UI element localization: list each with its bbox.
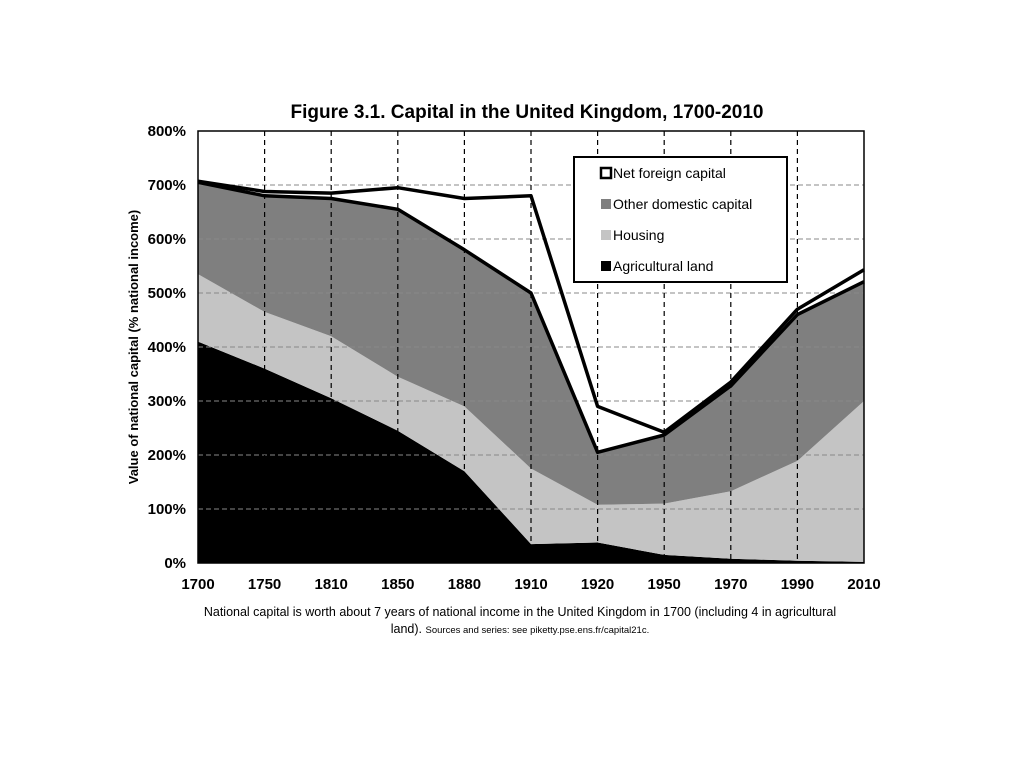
y-axis-ticks: 0% 100% 200% 300% 400% 500% 600% 700% 800% xyxy=(148,123,186,572)
y-tick-label: 200% xyxy=(148,447,186,464)
x-tick-label: 1850 xyxy=(381,576,414,593)
y-tick-label: 500% xyxy=(148,285,186,302)
legend-swatch xyxy=(601,199,611,209)
y-tick-label: 0% xyxy=(164,555,186,572)
legend: Net foreign capital Other domestic capita… xyxy=(573,156,788,283)
x-tick-label: 1810 xyxy=(315,576,348,593)
legend-swatch xyxy=(601,261,611,271)
x-tick-label: 1750 xyxy=(248,576,281,593)
plot-frame xyxy=(197,130,865,564)
x-tick-label: 1880 xyxy=(448,576,481,593)
y-tick-label: 700% xyxy=(148,177,186,194)
series-outlines xyxy=(197,179,865,455)
x-tick-label: 1920 xyxy=(581,576,614,593)
legend-swatch xyxy=(601,230,611,240)
caption-main: National capital is worth about 7 years … xyxy=(203,605,837,636)
line-other-domestic-capital xyxy=(197,180,865,455)
legend-label: Housing xyxy=(613,227,664,243)
y-tick-label: 800% xyxy=(148,123,186,140)
legend-label: Agricultural land xyxy=(613,258,713,274)
area-other-domestic-capital xyxy=(198,182,864,505)
x-tick-label: 2010 xyxy=(847,576,880,593)
legend-label: Other domestic capital xyxy=(613,196,752,212)
x-tick-label: 1990 xyxy=(781,576,814,593)
caption-source: Sources and series: see piketty.pse.ens.… xyxy=(425,625,650,636)
y-tick-label: 400% xyxy=(148,339,186,356)
chart-title: Figure 3.1. Capital in the United Kingdo… xyxy=(291,102,764,123)
x-tick-label: 1700 xyxy=(181,576,214,593)
y-axis-label: Value of national capital (% national in… xyxy=(126,210,141,485)
y-tick-label: 100% xyxy=(148,501,186,518)
legend-label: Net foreign capital xyxy=(613,165,726,181)
y-tick-label: 600% xyxy=(148,231,186,248)
area-net-foreign-capital xyxy=(198,181,864,453)
y-tick-label: 300% xyxy=(148,393,186,410)
x-tick-label: 1950 xyxy=(648,576,681,593)
x-tick-label: 1910 xyxy=(514,576,547,593)
line-net-foreign-capital xyxy=(197,179,865,435)
legend-swatch xyxy=(599,166,613,180)
x-axis-ticks: 1700 1750 1810 1850 1880 1910 1920 1950 1970 1990… xyxy=(181,576,880,593)
chart-caption: National capital is worth about 7 years … xyxy=(190,604,850,639)
x-tick-label: 1970 xyxy=(714,576,747,593)
area-agricultural-land xyxy=(198,341,864,563)
